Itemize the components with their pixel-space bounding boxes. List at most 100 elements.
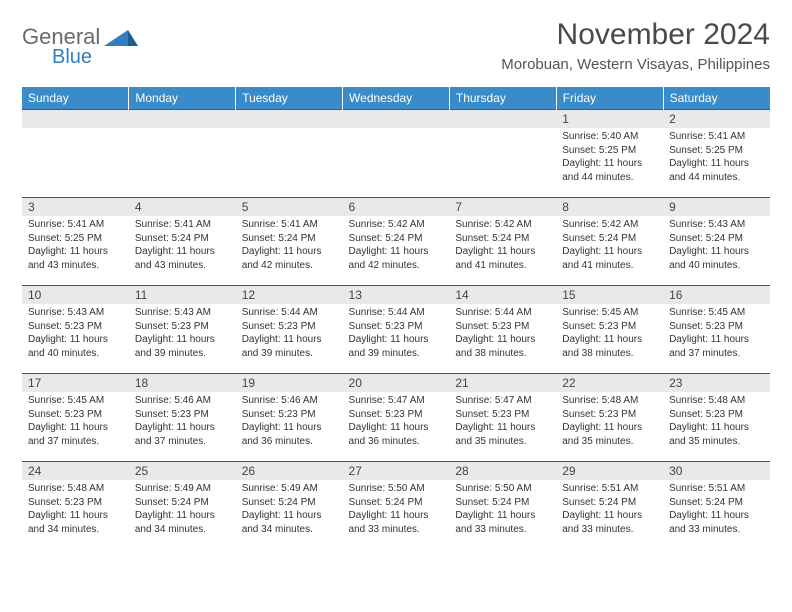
daylight-line: Daylight: 11 hours and 36 minutes. — [349, 421, 444, 448]
sunrise-line: Sunrise: 5:45 AM — [562, 306, 657, 320]
calendar-cell: 10Sunrise: 5:43 AMSunset: 5:23 PMDayligh… — [22, 286, 129, 374]
sunrise-value: 5:43 AM — [67, 307, 104, 318]
sunset-line: Sunset: 5:25 PM — [669, 144, 764, 158]
daylight-line: Daylight: 11 hours and 37 minutes. — [28, 421, 123, 448]
logo-triangle-icon — [104, 28, 138, 54]
calendar-cell: 4Sunrise: 5:41 AMSunset: 5:24 PMDaylight… — [129, 198, 236, 286]
sunrise-value: 5:41 AM — [709, 131, 746, 142]
calendar-week-row: 3Sunrise: 5:41 AMSunset: 5:25 PMDaylight… — [22, 198, 770, 286]
day-detail: Sunrise: 5:41 AMSunset: 5:25 PMDaylight:… — [22, 216, 129, 276]
weekday-header: Wednesday — [343, 87, 450, 110]
sunset-value: 5:23 PM — [492, 409, 529, 420]
daylight-label: Daylight: — [562, 422, 601, 433]
daylight-label: Daylight: — [135, 334, 174, 345]
sunrise-value: 5:47 AM — [388, 395, 425, 406]
sunset-value: 5:23 PM — [599, 321, 636, 332]
sunrise-value: 5:45 AM — [602, 307, 639, 318]
daylight-label: Daylight: — [28, 334, 67, 345]
day-detail: Sunrise: 5:41 AMSunset: 5:24 PMDaylight:… — [236, 216, 343, 276]
sunrise-label: Sunrise: — [135, 395, 172, 406]
daylight-line: Daylight: 11 hours and 36 minutes. — [242, 421, 337, 448]
calendar-page: General Blue November 2024 Morobuan, Wes… — [0, 0, 792, 560]
sunset-label: Sunset: — [135, 233, 169, 244]
calendar-cell: 16Sunrise: 5:45 AMSunset: 5:23 PMDayligh… — [663, 286, 770, 374]
sunset-line: Sunset: 5:23 PM — [349, 408, 444, 422]
sunrise-line: Sunrise: 5:46 AM — [135, 394, 230, 408]
day-number: 16 — [663, 286, 770, 304]
daylight-label: Daylight: — [349, 422, 388, 433]
sunset-label: Sunset: — [349, 321, 383, 332]
sunset-label: Sunset: — [135, 497, 169, 508]
sunrise-line: Sunrise: 5:45 AM — [669, 306, 764, 320]
sunrise-value: 5:43 AM — [709, 219, 746, 230]
daylight-line: Daylight: 11 hours and 35 minutes. — [669, 421, 764, 448]
day-detail: Sunrise: 5:43 AMSunset: 5:23 PMDaylight:… — [22, 304, 129, 364]
weekday-header: Saturday — [663, 87, 770, 110]
sunset-value: 5:23 PM — [278, 321, 315, 332]
day-number-bar — [129, 110, 236, 128]
sunset-line: Sunset: 5:25 PM — [28, 232, 123, 246]
sunrise-value: 5:42 AM — [388, 219, 425, 230]
sunset-line: Sunset: 5:23 PM — [562, 320, 657, 334]
weekday-header: Tuesday — [236, 87, 343, 110]
sunrise-value: 5:50 AM — [388, 483, 425, 494]
day-detail: Sunrise: 5:49 AMSunset: 5:24 PMDaylight:… — [129, 480, 236, 540]
sunset-line: Sunset: 5:23 PM — [28, 496, 123, 510]
calendar-cell: 15Sunrise: 5:45 AMSunset: 5:23 PMDayligh… — [556, 286, 663, 374]
sunrise-value: 5:43 AM — [174, 307, 211, 318]
calendar-cell: 14Sunrise: 5:44 AMSunset: 5:23 PMDayligh… — [449, 286, 556, 374]
sunrise-value: 5:45 AM — [67, 395, 104, 406]
sunset-line: Sunset: 5:25 PM — [562, 144, 657, 158]
sunrise-label: Sunrise: — [669, 131, 706, 142]
sunrise-label: Sunrise: — [562, 219, 599, 230]
sunset-value: 5:24 PM — [172, 233, 209, 244]
day-detail: Sunrise: 5:49 AMSunset: 5:24 PMDaylight:… — [236, 480, 343, 540]
sunset-label: Sunset: — [669, 409, 703, 420]
location-line: Morobuan, Western Visayas, Philippines — [501, 56, 770, 73]
day-number-bar — [236, 110, 343, 128]
sunrise-line: Sunrise: 5:48 AM — [669, 394, 764, 408]
day-detail: Sunrise: 5:51 AMSunset: 5:24 PMDaylight:… — [663, 480, 770, 540]
daylight-label: Daylight: — [562, 158, 601, 169]
calendar-cell: 21Sunrise: 5:47 AMSunset: 5:23 PMDayligh… — [449, 374, 556, 462]
sunset-label: Sunset: — [28, 321, 62, 332]
daylight-label: Daylight: — [669, 334, 708, 345]
day-number: 30 — [663, 462, 770, 480]
daylight-label: Daylight: — [349, 246, 388, 257]
day-number: 12 — [236, 286, 343, 304]
sunrise-value: 5:51 AM — [602, 483, 639, 494]
calendar-cell: 30Sunrise: 5:51 AMSunset: 5:24 PMDayligh… — [663, 462, 770, 550]
sunrise-value: 5:40 AM — [602, 131, 639, 142]
calendar-cell: 3Sunrise: 5:41 AMSunset: 5:25 PMDaylight… — [22, 198, 129, 286]
sunrise-line: Sunrise: 5:44 AM — [455, 306, 550, 320]
day-number: 9 — [663, 198, 770, 216]
daylight-label: Daylight: — [562, 510, 601, 521]
day-detail: Sunrise: 5:41 AMSunset: 5:25 PMDaylight:… — [663, 128, 770, 188]
day-number: 21 — [449, 374, 556, 392]
sunrise-value: 5:50 AM — [495, 483, 532, 494]
sunset-line: Sunset: 5:23 PM — [455, 408, 550, 422]
sunset-line: Sunset: 5:24 PM — [242, 232, 337, 246]
calendar-cell: 18Sunrise: 5:46 AMSunset: 5:23 PMDayligh… — [129, 374, 236, 462]
calendar-week-row: 10Sunrise: 5:43 AMSunset: 5:23 PMDayligh… — [22, 286, 770, 374]
sunset-line: Sunset: 5:23 PM — [562, 408, 657, 422]
daylight-label: Daylight: — [242, 246, 281, 257]
sunrise-value: 5:49 AM — [174, 483, 211, 494]
calendar-cell: 12Sunrise: 5:44 AMSunset: 5:23 PMDayligh… — [236, 286, 343, 374]
day-detail: Sunrise: 5:41 AMSunset: 5:24 PMDaylight:… — [129, 216, 236, 276]
sunrise-label: Sunrise: — [349, 307, 386, 318]
sunrise-value: 5:46 AM — [174, 395, 211, 406]
sunset-label: Sunset: — [28, 409, 62, 420]
sunset-value: 5:24 PM — [492, 497, 529, 508]
sunrise-line: Sunrise: 5:46 AM — [242, 394, 337, 408]
calendar-cell: 26Sunrise: 5:49 AMSunset: 5:24 PMDayligh… — [236, 462, 343, 550]
daylight-line: Daylight: 11 hours and 33 minutes. — [349, 509, 444, 536]
day-detail: Sunrise: 5:48 AMSunset: 5:23 PMDaylight:… — [22, 480, 129, 540]
sunrise-label: Sunrise: — [455, 307, 492, 318]
sunset-label: Sunset: — [669, 321, 703, 332]
calendar-cell: 9Sunrise: 5:43 AMSunset: 5:24 PMDaylight… — [663, 198, 770, 286]
sunrise-value: 5:48 AM — [67, 483, 104, 494]
sunset-line: Sunset: 5:24 PM — [669, 232, 764, 246]
sunset-line: Sunset: 5:23 PM — [455, 320, 550, 334]
sunset-label: Sunset: — [455, 409, 489, 420]
